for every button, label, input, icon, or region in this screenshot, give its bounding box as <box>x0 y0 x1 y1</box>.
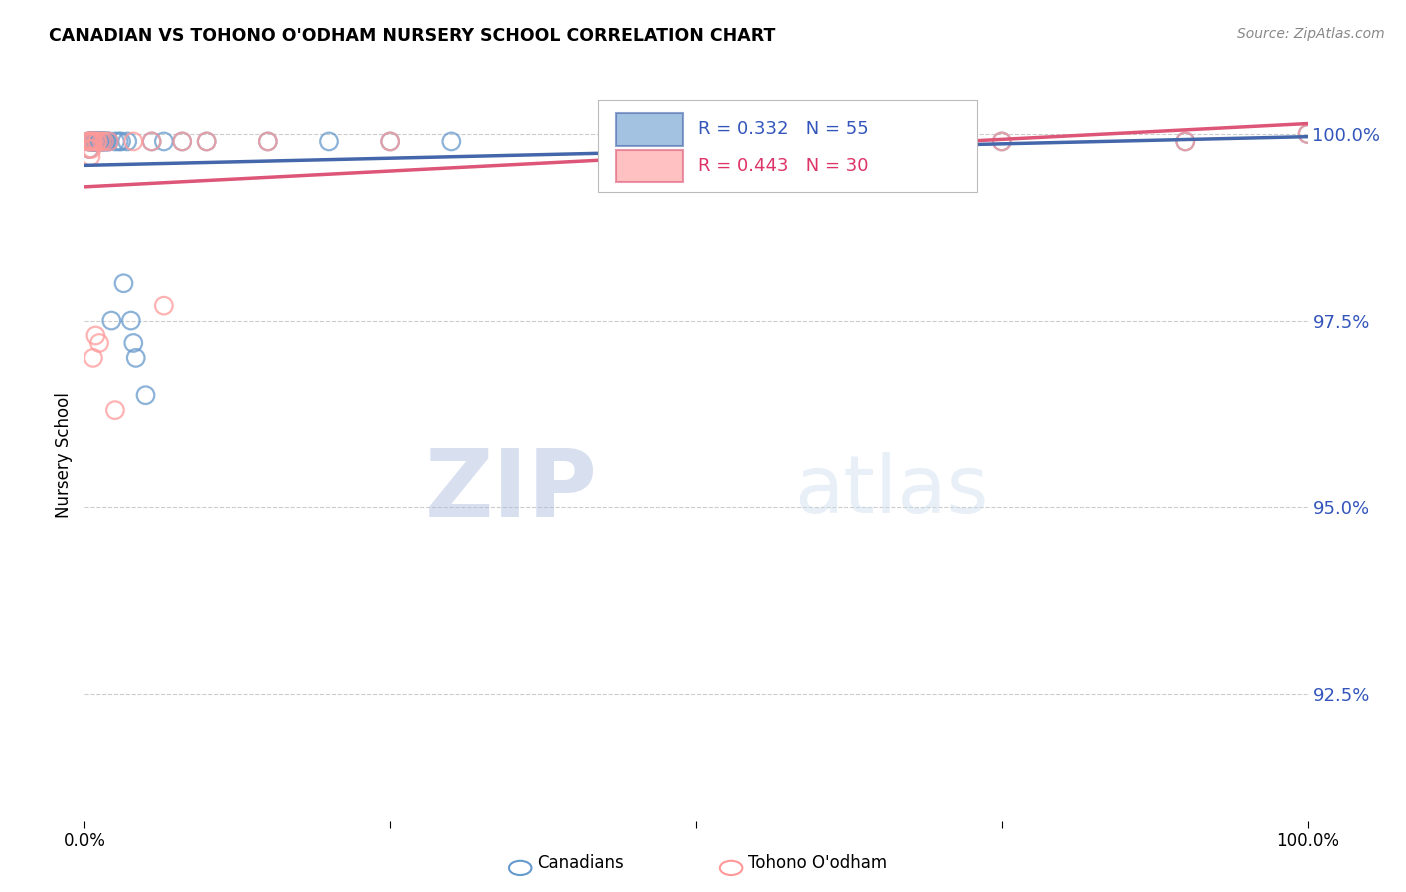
Point <box>91 135 114 149</box>
Point <box>79 135 101 149</box>
Point <box>77 135 100 149</box>
Point <box>93 135 115 149</box>
Point <box>257 135 280 149</box>
Point <box>807 135 830 149</box>
Point <box>80 142 103 156</box>
Point <box>97 135 120 149</box>
Point <box>257 135 280 149</box>
Point <box>112 277 135 291</box>
Point <box>80 135 103 149</box>
Point <box>83 135 105 149</box>
Point <box>82 135 104 149</box>
Point <box>122 135 145 149</box>
Point <box>87 135 110 149</box>
Point <box>90 135 112 149</box>
Point <box>87 135 110 149</box>
Point <box>122 335 145 350</box>
Point <box>83 135 105 149</box>
FancyBboxPatch shape <box>616 150 682 182</box>
Point <box>990 135 1012 149</box>
Point <box>86 135 108 149</box>
Point <box>141 135 163 149</box>
Point <box>84 328 107 343</box>
Text: atlas: atlas <box>794 452 988 531</box>
Point <box>100 313 122 327</box>
Point <box>77 142 100 156</box>
Point <box>79 135 101 149</box>
Point <box>87 335 110 350</box>
Point <box>82 351 104 365</box>
Y-axis label: Nursery School: Nursery School <box>55 392 73 518</box>
Point <box>1296 127 1319 141</box>
Point <box>84 135 107 149</box>
Text: R = 0.332   N = 55: R = 0.332 N = 55 <box>699 120 869 138</box>
Point <box>79 149 101 163</box>
Point <box>87 135 110 149</box>
Text: R = 0.443   N = 30: R = 0.443 N = 30 <box>699 157 869 175</box>
Point <box>120 313 142 327</box>
Point <box>1296 127 1319 141</box>
Text: ZIP: ZIP <box>425 445 598 538</box>
Point <box>89 135 111 149</box>
Text: Canadians: Canadians <box>537 855 624 872</box>
Point <box>318 135 340 149</box>
Point <box>172 135 194 149</box>
Point <box>82 135 104 149</box>
Point <box>93 135 115 149</box>
Point <box>77 135 100 149</box>
Point <box>91 135 114 149</box>
Point <box>195 135 218 149</box>
Point <box>86 135 108 149</box>
Point <box>94 135 117 149</box>
Point <box>685 135 707 149</box>
Point <box>90 135 112 149</box>
Point <box>990 135 1012 149</box>
Point <box>86 135 108 149</box>
Point <box>82 135 104 149</box>
Text: Tohono O'odham: Tohono O'odham <box>748 855 887 872</box>
Point <box>1174 135 1197 149</box>
Point <box>104 135 127 149</box>
Point <box>83 135 105 149</box>
Point <box>84 135 107 149</box>
Point <box>135 388 157 402</box>
Point <box>87 135 110 149</box>
Point <box>380 135 402 149</box>
Point <box>125 351 148 365</box>
FancyBboxPatch shape <box>616 113 682 145</box>
Point <box>97 135 120 149</box>
Point <box>96 135 118 149</box>
Point <box>89 135 111 149</box>
Point <box>82 135 104 149</box>
Point <box>84 135 107 149</box>
Point <box>110 135 132 149</box>
Point <box>685 135 707 149</box>
Point <box>440 135 463 149</box>
Point <box>80 135 103 149</box>
Point <box>172 135 194 149</box>
Point <box>77 135 100 149</box>
Point <box>141 135 163 149</box>
Text: Source: ZipAtlas.com: Source: ZipAtlas.com <box>1237 27 1385 41</box>
Point <box>79 135 101 149</box>
Point <box>77 142 100 156</box>
Point <box>380 135 402 149</box>
Point <box>107 135 129 149</box>
Point <box>83 135 105 149</box>
Point <box>195 135 218 149</box>
Point <box>1174 135 1197 149</box>
Point <box>79 135 101 149</box>
Text: CANADIAN VS TOHONO O'ODHAM NURSERY SCHOOL CORRELATION CHART: CANADIAN VS TOHONO O'ODHAM NURSERY SCHOO… <box>49 27 776 45</box>
Point <box>77 135 100 149</box>
Point <box>153 135 176 149</box>
Point <box>97 135 120 149</box>
Point <box>104 403 127 417</box>
FancyBboxPatch shape <box>598 100 977 192</box>
Point <box>87 135 110 149</box>
Point <box>153 299 176 313</box>
Point <box>115 135 138 149</box>
Point <box>80 135 103 149</box>
